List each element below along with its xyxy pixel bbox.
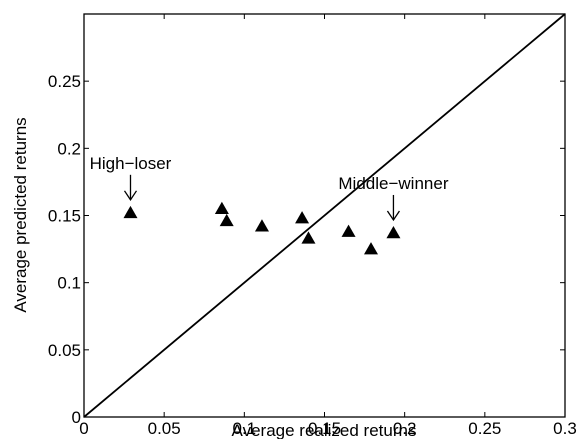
x-tick-label: 0.15 [308, 419, 341, 438]
y-tick-label: 0.15 [48, 207, 81, 226]
x-tick-label: 0 [79, 419, 88, 438]
triangle-marker [295, 211, 310, 224]
x-tick-label: 0.05 [148, 419, 181, 438]
annotation-label: High−loser [90, 154, 172, 173]
y-tick-label: 0 [72, 408, 81, 427]
triangle-marker [386, 225, 401, 239]
x-tick-label: 0.2 [393, 419, 417, 438]
y-tick-label: 0.25 [48, 72, 81, 91]
triangle-marker [219, 213, 234, 227]
y-axis-ticks: 0 0.05 0.1 0.15 0.2 0.25 [48, 72, 565, 427]
x-axis-ticks: 0 0.05 0.1 0.15 0.2 0.25 0.3 [79, 14, 577, 438]
triangle-marker [301, 231, 316, 244]
x-tick-label: 0.25 [468, 419, 501, 438]
y-tick-label: 0.05 [48, 341, 81, 360]
triangle-marker [254, 219, 269, 232]
data-points [123, 201, 401, 255]
triangle-marker [214, 201, 229, 215]
annotation-arrow-head [386, 210, 400, 222]
triangle-marker [123, 205, 138, 219]
annotation-label: Middle−winner [338, 174, 448, 193]
triangle-marker [363, 242, 378, 255]
x-tick-label: 0.3 [553, 419, 577, 438]
y-axis-label: Average predicted returns [11, 117, 30, 312]
x-axis-label: Average realized returns [232, 421, 417, 439]
reference-diagonal-line [83, 13, 566, 418]
y-tick-label: 0.2 [57, 139, 81, 158]
y-tick-label: 0.1 [57, 274, 81, 293]
annotations: High−loser Middle−winner [90, 154, 449, 222]
triangle-marker [341, 224, 356, 237]
x-tick-label: 0.1 [233, 419, 257, 438]
annotation-arrow-head [123, 190, 138, 201]
